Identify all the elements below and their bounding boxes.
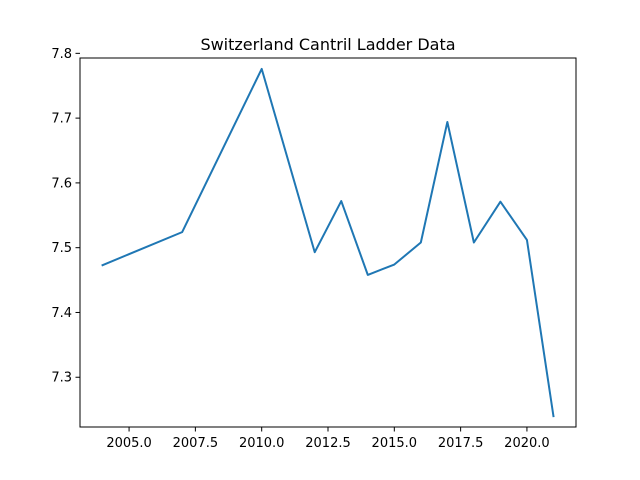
y-tick-label: 7.4 [51,306,72,321]
x-tick-label: 2005.0 [106,436,152,451]
y-tick-label: 7.7 [51,112,72,127]
x-tick-label: 2012.5 [305,436,351,451]
x-tick-label: 2020.0 [504,436,550,451]
x-tick-label: 2015.0 [372,436,418,451]
axes: 2005.0 2007.5 2010.0 2012.5 2015.0 2017.5 2020… [51,47,577,451]
plot-area [101,67,555,418]
y-tick-label: 7.3 [51,371,72,386]
y-tick-label: 7.5 [51,241,72,256]
x-tick-label: 2010.0 [239,436,285,451]
series-line-0 [101,67,555,418]
axes-frame [79,57,577,428]
y-tick-label: 7.8 [51,47,72,62]
x-tick-label: 2017.5 [438,436,484,451]
x-tick-label: 2007.5 [173,436,219,451]
y-tick-label: 7.6 [51,176,72,191]
chart-title: Switzerland Cantril Ladder Data [200,35,455,54]
